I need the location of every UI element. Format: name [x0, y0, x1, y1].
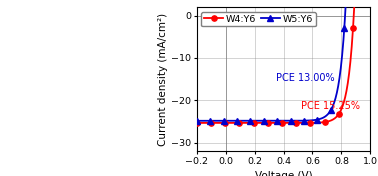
- X-axis label: Voltage (V): Voltage (V): [255, 171, 312, 176]
- Legend: W4:Y6, W5:Y6: W4:Y6, W5:Y6: [201, 12, 316, 26]
- Y-axis label: Current density (mA/cm²): Current density (mA/cm²): [158, 13, 168, 146]
- Text: PCE 15.25%: PCE 15.25%: [301, 101, 360, 111]
- Text: PCE 13.00%: PCE 13.00%: [276, 73, 335, 83]
